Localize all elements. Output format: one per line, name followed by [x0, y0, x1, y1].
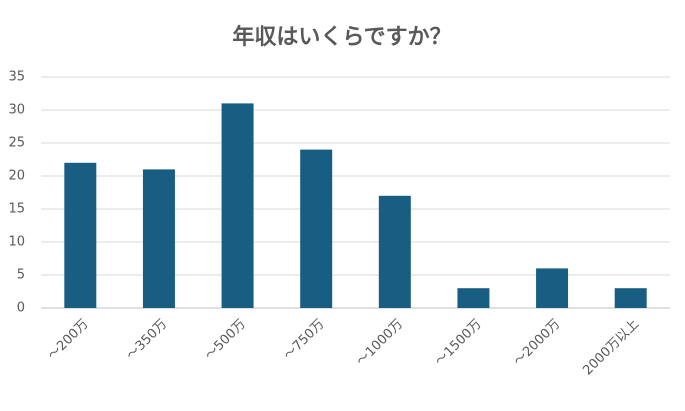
x-tick-label: ～200万: [45, 317, 92, 364]
x-tick-label: ～500万: [202, 317, 249, 364]
y-tick-label: 30: [8, 103, 25, 118]
bar: [457, 288, 490, 308]
bar: [64, 162, 97, 308]
bar: [378, 195, 411, 308]
y-tick-label: 15: [8, 202, 25, 217]
bar: [221, 103, 254, 309]
x-tick-label: ～750万: [281, 317, 328, 364]
y-tick-label: 25: [8, 136, 25, 151]
x-tick-label: 2000万以上: [580, 317, 642, 379]
bar: [536, 268, 569, 308]
x-tick-label: ～1500万: [432, 317, 484, 369]
x-tick-label: ～2000万: [511, 317, 563, 369]
y-tick-label: 35: [8, 70, 25, 85]
bar: [614, 288, 647, 308]
x-tick-label: ～350万: [124, 317, 171, 364]
y-tick-label: 10: [8, 235, 25, 250]
chart-title: 年収はいくらですか？: [232, 24, 451, 50]
y-tick-label: 20: [8, 169, 25, 184]
x-tick-label: ～1000万: [354, 317, 406, 369]
bar: [142, 169, 175, 308]
bar: [300, 149, 333, 308]
y-tick-label: 5: [17, 268, 25, 283]
y-tick-label: 0: [17, 301, 25, 316]
